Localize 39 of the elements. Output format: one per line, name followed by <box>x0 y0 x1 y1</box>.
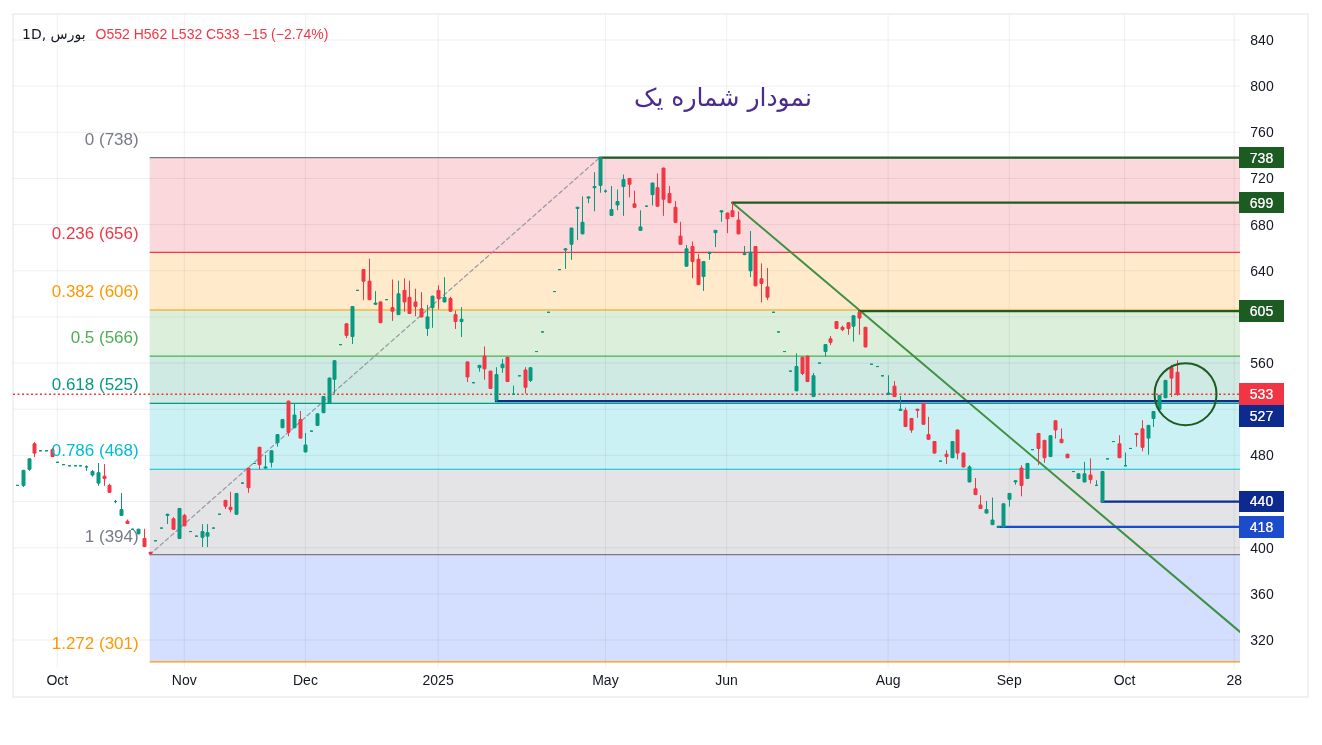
annotation: O552 H562 L532 C533 −15 (−2.74%) <box>95 26 329 42</box>
y-tick-label: 560 <box>1250 354 1274 371</box>
text: نمودار شماره یک <box>634 83 812 112</box>
y-tick-label: 400 <box>1250 539 1274 556</box>
ref-line-label: 0.5 (566) <box>70 328 139 348</box>
x-tick-label: Nov <box>171 672 197 688</box>
text: 1D, بورس <box>22 26 86 43</box>
y-tick-label: 480 <box>1250 447 1274 464</box>
series-label: 418 <box>1249 518 1274 535</box>
series-label: 699 <box>1249 194 1274 211</box>
series-label: 605 <box>1249 303 1274 320</box>
y-tick-label: 680 <box>1250 216 1274 233</box>
ref-line-label: 0.786 (468) <box>51 441 139 461</box>
ref-line-label: 0 (738) <box>84 129 139 149</box>
y-tick-label: 720 <box>1250 170 1274 187</box>
series-label: 527 <box>1249 408 1274 425</box>
series-label: 738 <box>1249 149 1274 166</box>
x-tick-label: Sep <box>996 672 1022 688</box>
y-tick-label: 840 <box>1250 31 1274 48</box>
ref-line-label: 0.236 (656) <box>51 224 139 244</box>
x-tick-label: Aug <box>875 672 901 688</box>
x-tick-label: Oct <box>46 672 69 688</box>
ref-line-label: 0.382 (606) <box>51 282 139 301</box>
x-tick-label: May <box>592 672 619 688</box>
y-tick-label: 640 <box>1250 262 1274 279</box>
y-tick-label: 320 <box>1250 631 1274 648</box>
x-tick-label: Oct <box>1113 672 1136 688</box>
x-tick-label: 2025 <box>422 672 454 688</box>
ref-line-label: 533 <box>1249 386 1274 403</box>
ref-line-label: 1.272 (301) <box>51 633 139 653</box>
series-label: 440 <box>1249 493 1274 510</box>
x-tick-label: 28 <box>1226 672 1243 688</box>
ref-line-label: 1 (394) <box>84 526 139 546</box>
y-tick-label: 800 <box>1250 78 1274 95</box>
ref-line-label: 0.618 (525) <box>51 375 139 395</box>
x-tick-label: Jun <box>715 672 738 688</box>
y-tick-label: 360 <box>1250 585 1274 602</box>
y-tick-label: 760 <box>1250 124 1274 141</box>
x-tick-label: Dec <box>292 672 318 688</box>
